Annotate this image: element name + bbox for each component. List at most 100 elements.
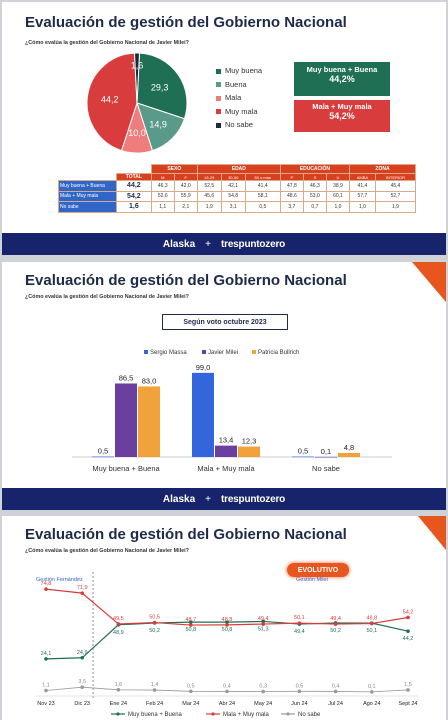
x-tick-4: Mar 24 xyxy=(182,701,199,707)
line-point-2-2 xyxy=(116,688,121,692)
line-label-1-4: 48,7 xyxy=(185,617,196,623)
line-label-0-3: 50,2 xyxy=(149,628,160,634)
line-point-0-5 xyxy=(225,620,229,624)
slide3-title: Evaluación de gestión del Gobierno Nacio… xyxy=(25,526,347,543)
x-tick-3: Feb 24 xyxy=(146,701,163,707)
x-tick-6: May 24 xyxy=(254,701,272,707)
line-label-1-3: 50,5 xyxy=(149,615,160,621)
group-edad: EDAD xyxy=(196,164,281,174)
brand-trespuntozero: trespuntozero xyxy=(221,493,286,505)
subheader-6: S xyxy=(302,173,327,181)
bar-2-2 xyxy=(338,452,360,457)
line-point-0-0 xyxy=(44,657,48,661)
pie-label-0: 29,3 xyxy=(151,82,169,92)
bar-label-0-0: 0,5 xyxy=(98,447,108,456)
vote-box-title: Según voto octubre 2023 xyxy=(162,314,288,330)
legend-item-muy-buena: Muy buena xyxy=(216,64,262,78)
orange-corner xyxy=(418,516,446,550)
brand-alaska: Alaska xyxy=(162,493,196,505)
bar-1-2 xyxy=(238,446,260,457)
line-label-1-8: 49,4 xyxy=(330,616,341,622)
subheader-2: 16-29 xyxy=(196,173,222,181)
line-point-2-0 xyxy=(44,688,48,693)
category-label-0: Muy buena + Buena xyxy=(92,464,160,473)
line-label-2-4: 0,5 xyxy=(187,683,195,689)
line-label-0-1: 24,9 xyxy=(77,650,88,656)
period-milei-label: Gestión Milei xyxy=(296,577,328,583)
legend-massa: Sergio Massa xyxy=(144,350,187,356)
x-tick-9: Ago 24 xyxy=(363,701,380,707)
subheader-3: 30-50 xyxy=(220,173,246,181)
line-label-0-4: 50,8 xyxy=(185,627,196,633)
x-tick-5: Abr 24 xyxy=(219,701,235,707)
table-row: Muy buena + Buena 44,2 46,3 42,0 52,5 42,1 41,… xyxy=(58,180,417,192)
line-point-1-8 xyxy=(333,622,338,626)
pie-legend: Muy buena Buena Mala Muy mala No sabe xyxy=(216,64,262,132)
bar-1-1 xyxy=(215,445,237,457)
line-point-2-7 xyxy=(297,689,302,694)
x-tick-7: Jun 24 xyxy=(291,701,308,707)
bar-label-1-2: 12,3 xyxy=(242,437,257,446)
line-label-1-6: 49,4 xyxy=(258,616,269,622)
pie-chart: 29,3 14,910,0 44,2 1,6 xyxy=(86,52,188,154)
line-label-1-10: 54,2 xyxy=(403,609,414,615)
line-legend-2: No sabe xyxy=(298,712,321,718)
bar-0-1 xyxy=(115,383,137,457)
slide1-title: Evaluación de gestión del Gobierno Nacio… xyxy=(25,14,347,31)
line-label-0-7: 49,4 xyxy=(294,629,305,635)
bar-0-2 xyxy=(138,386,160,457)
slide3-subtitle: ¿Cómo evalúa la gestión del Gobierno Nac… xyxy=(25,548,189,554)
bar-2-1 xyxy=(315,456,337,458)
line-point-2-1 xyxy=(80,685,84,689)
brand-alaska: Alaska xyxy=(162,238,196,250)
line-point-1-1 xyxy=(80,591,84,595)
line-point-1-3 xyxy=(152,620,157,625)
subheader-8: AMBA xyxy=(348,173,376,181)
x-tick-10: Sept 24 xyxy=(399,701,418,707)
period-fernandez-label: Gestión Fernández xyxy=(36,577,83,583)
line-point-1-6 xyxy=(261,622,265,626)
line-point-1-4 xyxy=(189,623,193,627)
subheader-4: 50 o más xyxy=(244,173,281,181)
evolutivo-badge: EVOLUTIVO xyxy=(287,563,349,577)
group-educacion: EDUCACIÓN xyxy=(279,164,350,174)
legend-bullrich: Patricia Bullrich xyxy=(252,350,299,356)
line-label-2-10: 1,5 xyxy=(404,682,412,688)
subheader-5: P xyxy=(279,173,304,181)
line-point-2-5 xyxy=(225,689,229,694)
slide2-title: Evaluación de gestión del Gobierno Nacio… xyxy=(25,272,347,289)
line-point-1-7 xyxy=(297,621,302,625)
line-point-0-4 xyxy=(189,620,193,624)
slide-evolution: Evaluación de gestión del Gobierno Nacio… xyxy=(2,516,446,720)
total-header: TOTAL xyxy=(116,173,152,181)
line-label-0-9: 50,1 xyxy=(366,628,377,634)
line-label-0-0: 24,1 xyxy=(41,651,52,657)
box-good-value: 44,2% xyxy=(329,74,355,84)
line-point-0-1 xyxy=(80,655,84,660)
pie-label-4: 1,6 xyxy=(131,61,144,71)
line-label-0-8: 50,2 xyxy=(330,628,341,634)
line-label-1-9: 49,8 xyxy=(366,616,377,622)
box-good: Muy buena + Buena 44,2% xyxy=(294,62,390,96)
pie-label-2: 10,0 xyxy=(128,128,146,138)
box-bad-label: Mala + Muy mala xyxy=(312,102,372,111)
line-chart: Gestión Fernández Gestión Milei 24,1 24,9 48… xyxy=(36,572,418,718)
line-label-2-7: 0,5 xyxy=(296,683,304,689)
line-legend-0: Muy buena + Buena xyxy=(128,712,183,718)
legend-item-no-sabe: No sabe xyxy=(216,118,262,132)
line-point-2-3 xyxy=(152,688,157,692)
legend-item-buena: Buena xyxy=(216,78,262,92)
slide-overall-evaluation: Evaluación de gestión del Gobierno Nacio… xyxy=(2,2,446,255)
box-bad-value: 54,2% xyxy=(329,111,355,121)
x-tick-0: Nov 23 xyxy=(37,701,54,707)
bar-label-0-1: 86,5 xyxy=(119,373,134,382)
bar-chart: 0,5 86,5 83,0 Muy buena + Buena 99,0 13,4 12,3… xyxy=(72,363,392,473)
line-label-1-7: 50,1 xyxy=(294,615,305,621)
table-row: No sabe 1,6 1,1 2,1 1,9 3,1 0,5 3,7 0,7 1,0 1,0 1,9 xyxy=(58,201,417,213)
line-label-2-2: 1,6 xyxy=(115,682,123,688)
bar-label-2-0: 0,5 xyxy=(298,447,308,456)
bar-label-1-0: 99,0 xyxy=(196,363,211,372)
line-label-2-3: 1,4 xyxy=(151,682,159,688)
category-label-1: Mala + Muy mala xyxy=(197,464,255,473)
line-point-1-2 xyxy=(116,622,121,626)
